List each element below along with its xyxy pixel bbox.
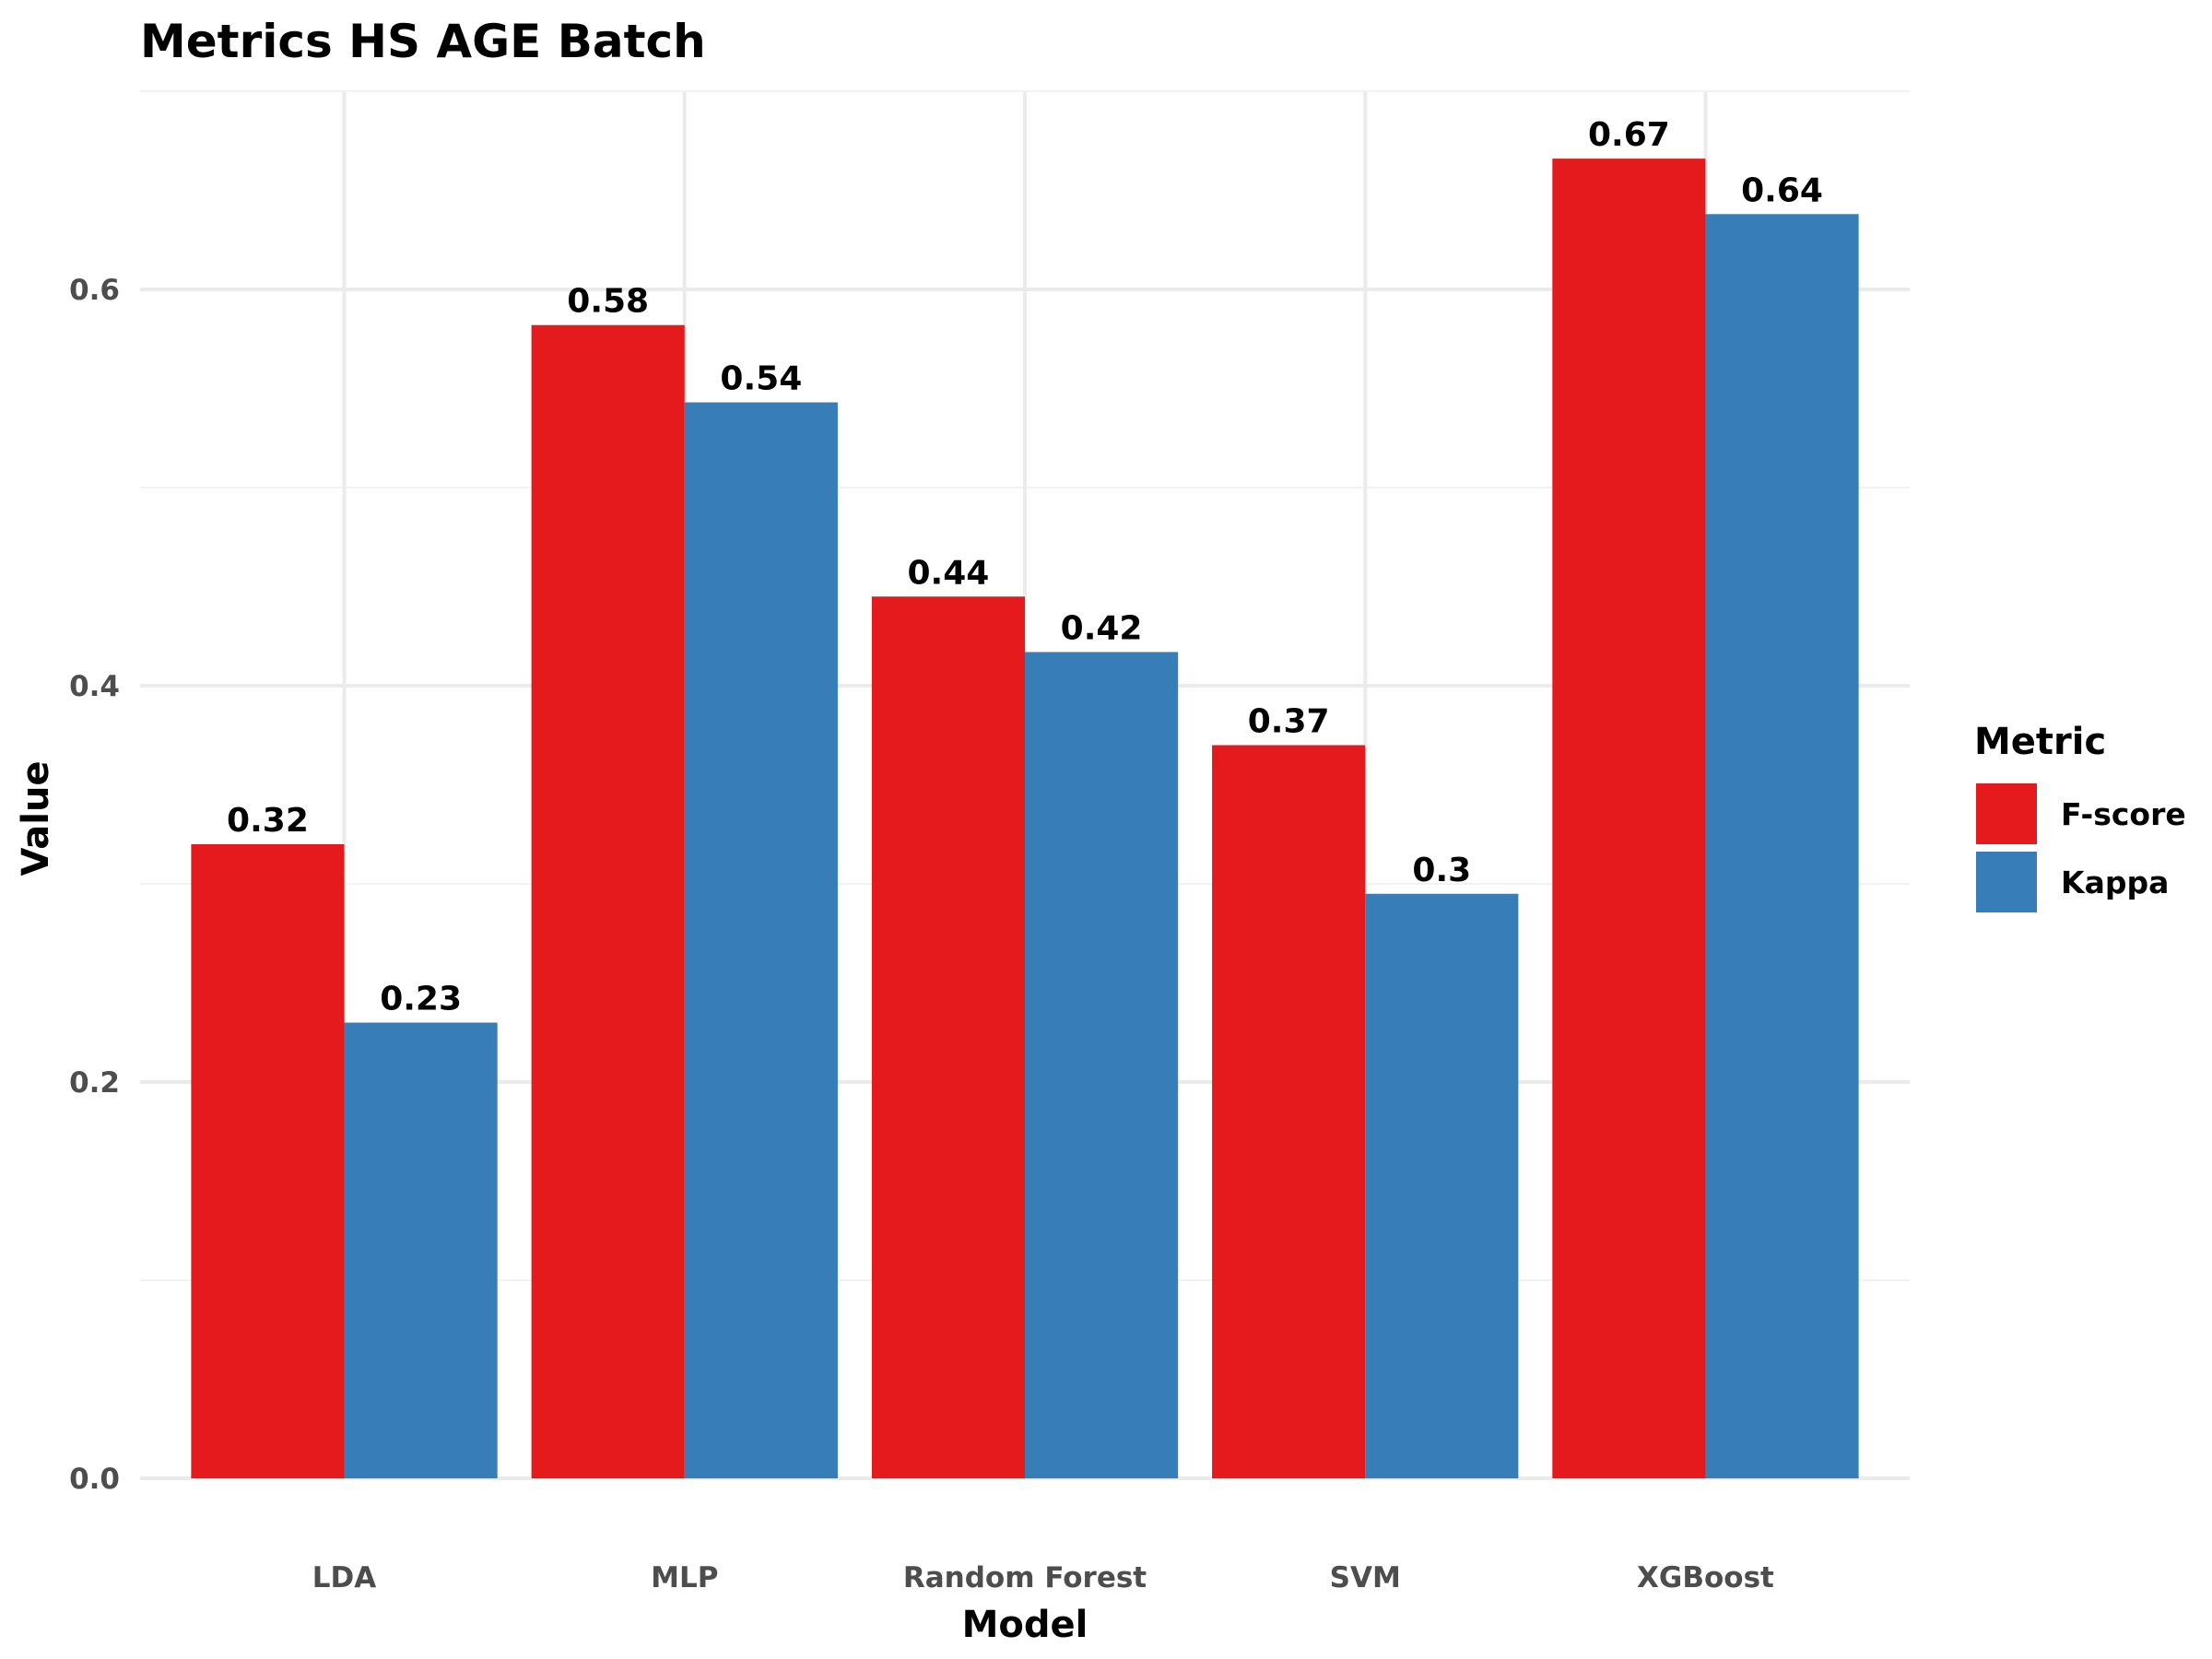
bar-kappa (1365, 893, 1519, 1478)
y-tick-label: 0.4 (69, 670, 120, 703)
bar-f-score (1552, 159, 1706, 1479)
data-label: 0.23 (380, 981, 462, 1018)
bars (191, 159, 1859, 1479)
bar-kappa (344, 1022, 498, 1478)
data-label: 0.67 (1588, 116, 1670, 154)
legend-swatch-f-score (1976, 783, 2037, 844)
bar-f-score (191, 844, 345, 1478)
data-label: 0.3 (1412, 852, 1471, 889)
legend-label: F-score (2061, 796, 2186, 832)
chart-title: Metrics HS AGE Batch (140, 15, 706, 68)
bar-f-score (1212, 745, 1366, 1478)
y-tick-label: 0.6 (69, 274, 120, 307)
data-label: 0.58 (567, 283, 649, 321)
bar-kappa (684, 402, 838, 1478)
data-label: 0.44 (908, 554, 990, 592)
legend-swatch-kappa (1976, 852, 2037, 912)
legend-title: Metric (1974, 721, 2106, 763)
y-axis-title: Value (15, 760, 57, 876)
data-labels: 0.32 0.58 0.44 0.37 0.67 0.23 0.54 0.42 0.3 0.64 (227, 116, 1823, 1018)
data-label: 0.37 (1248, 703, 1330, 741)
y-tick-label: 0.2 (69, 1066, 120, 1100)
bar-f-score (531, 324, 685, 1479)
x-tick-label: Random Forest (903, 1561, 1147, 1594)
legend-label: Kappa (2061, 865, 2169, 900)
x-axis-title: Model (962, 1604, 1088, 1646)
y-tick-label: 0.0 (69, 1463, 120, 1496)
data-label: 0.54 (720, 360, 802, 398)
data-label: 0.64 (1741, 171, 1823, 209)
x-tick-label: XGBoost (1637, 1561, 1774, 1594)
bar-kappa (1705, 214, 1859, 1478)
y-axis: 0.0 0.2 0.4 0.6 (69, 274, 120, 1496)
x-tick-label: SVM (1330, 1561, 1401, 1594)
data-label: 0.42 (1061, 609, 1143, 647)
bar-f-score (871, 596, 1025, 1478)
x-axis: LDA MLP Random Forest SVM XGBoost (312, 1561, 1774, 1594)
x-tick-label: MLP (651, 1561, 718, 1594)
data-label: 0.32 (227, 802, 309, 840)
bar-kappa (1025, 652, 1179, 1478)
legend: Metric F-score Kappa (1974, 721, 2186, 912)
x-tick-label: LDA (312, 1561, 376, 1594)
